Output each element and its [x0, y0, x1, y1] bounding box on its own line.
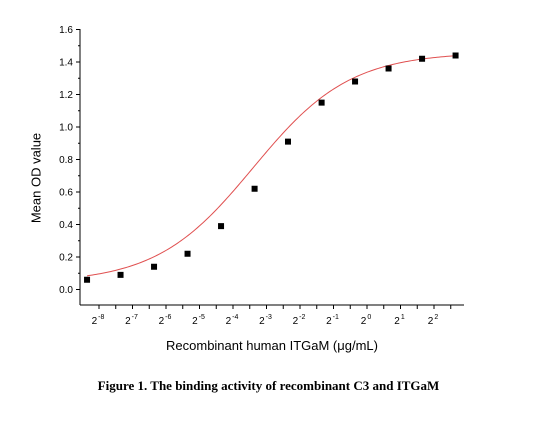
x-tick-label: 2-8 — [92, 314, 105, 327]
y-tick-label: 0.4 — [59, 220, 73, 231]
data-point — [184, 250, 191, 257]
y-ticks: 0.0 0.2 0.4 0.6 0.8 1.0 1.2 1.4 1.6 — [59, 25, 80, 296]
y-tick-label: 0.6 — [59, 188, 73, 199]
x-tick-label: 21 — [394, 314, 405, 327]
x-tick-label: 20 — [361, 314, 372, 327]
y-tick-label: 1.0 — [59, 123, 73, 134]
x-tick-label: 22 — [428, 314, 439, 327]
data-point — [151, 263, 158, 270]
data-point — [352, 78, 359, 85]
x-tick-label: 2-5 — [192, 314, 205, 327]
data-point — [284, 138, 291, 145]
y-tick-label: 0.0 — [59, 285, 73, 296]
y-tick-label: 0.8 — [59, 155, 73, 166]
data-point — [218, 223, 225, 230]
data-point — [318, 99, 325, 106]
y-axis-label: Mean OD value — [28, 132, 44, 224]
y-tick-label: 1.2 — [59, 90, 73, 101]
y-tick-label: 0.2 — [59, 253, 73, 264]
data-points — [84, 52, 459, 283]
y-tick-label: 1.6 — [59, 25, 73, 36]
x-tick-label: 2-2 — [293, 314, 306, 327]
x-tick-label: 2-4 — [226, 314, 239, 327]
data-point — [251, 185, 258, 192]
data-point — [117, 271, 124, 278]
x-tick-label: 2-6 — [159, 314, 172, 327]
data-point — [452, 52, 459, 59]
x-tick-label: 2-1 — [326, 314, 339, 327]
y-tick-label: 1.4 — [59, 58, 73, 69]
data-point — [84, 276, 91, 283]
x-axis-label: Recombinant human ITGaM (μg/mL) — [166, 338, 378, 353]
x-tick-label: 2-3 — [259, 314, 272, 327]
figure-caption: Figure 1. The binding activity of recomb… — [97, 378, 440, 393]
data-point — [385, 65, 392, 72]
x-tick-label: 2-7 — [125, 314, 138, 327]
fit-curve — [86, 55, 456, 277]
data-point — [419, 55, 426, 62]
x-ticks: 2-8 2-7 2-6 2-5 2-4 2-3 2-2 2-1 20 21 22 — [92, 305, 452, 327]
